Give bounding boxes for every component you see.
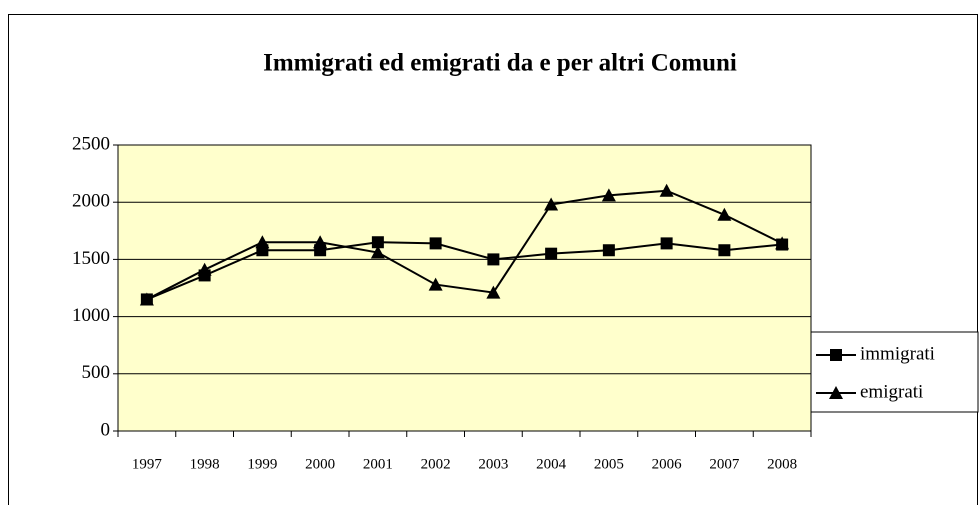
x-tick-label: 2008 xyxy=(767,456,797,472)
marker-triangle xyxy=(717,207,732,221)
marker-triangle xyxy=(659,183,674,197)
marker-triangle xyxy=(370,245,385,259)
x-tick-label: 2000 xyxy=(305,456,335,472)
x-tick-label: 1997 xyxy=(132,456,163,472)
marker-triangle xyxy=(486,285,501,299)
marker-triangle xyxy=(139,292,154,306)
series-line xyxy=(146,241,783,301)
y-tick-label: 0 xyxy=(101,419,111,440)
x-tick-label: 2002 xyxy=(421,456,451,472)
x-tick-label: 2001 xyxy=(363,456,393,472)
marker-triangle xyxy=(255,235,270,249)
marker-triangle xyxy=(601,188,616,202)
marker-square xyxy=(429,237,442,250)
y-tick-label: 500 xyxy=(82,362,111,383)
marker-square xyxy=(487,253,500,266)
y-tick-label: 1000 xyxy=(72,305,110,326)
x-tick-label: 2004 xyxy=(536,456,567,472)
x-tick-label: 1998 xyxy=(190,456,220,472)
y-tick-label: 2000 xyxy=(72,191,110,212)
marker-square xyxy=(602,244,615,257)
marker-triangle xyxy=(544,197,559,211)
marker-triangle xyxy=(775,236,790,250)
marker-square xyxy=(545,247,558,260)
y-tick-label: 1500 xyxy=(72,248,110,269)
marker-square xyxy=(371,236,384,249)
x-tick-label: 2005 xyxy=(594,456,624,472)
marker-square xyxy=(718,244,731,257)
marker-square xyxy=(660,237,673,250)
legend-label: immigrati xyxy=(860,343,935,364)
marker-triangle xyxy=(829,386,843,399)
x-tick-label: 2003 xyxy=(478,456,508,472)
marker-triangle xyxy=(428,277,443,291)
series-line xyxy=(146,189,783,301)
legend-label: emigrati xyxy=(860,381,923,402)
y-tick-label: 2500 xyxy=(72,133,110,154)
chart-title: Immigrati ed emigrati da e per altri Com… xyxy=(263,50,737,77)
x-tick-label: 2007 xyxy=(709,456,740,472)
marker-square xyxy=(256,244,269,257)
x-tick-label: 1999 xyxy=(247,456,277,472)
x-tick-label: 2006 xyxy=(652,456,683,472)
marker-square xyxy=(314,244,327,257)
marker-triangle xyxy=(197,262,212,276)
marker-triangle xyxy=(313,235,328,249)
marker-square xyxy=(830,349,842,361)
